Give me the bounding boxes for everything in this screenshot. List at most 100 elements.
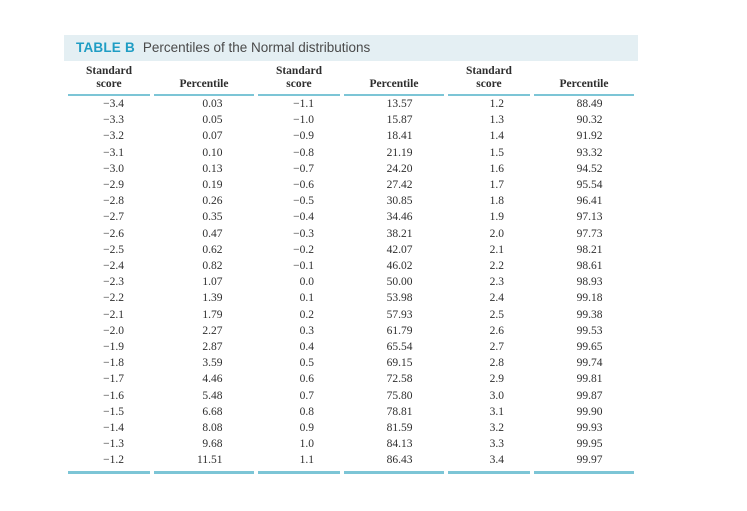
cell-standard-score: 1.2	[489, 98, 504, 110]
column-header-standard-score: Standard score	[68, 65, 150, 96]
cell-percentile: 99.18	[576, 292, 603, 305]
cell-standard-score: 0.3	[299, 324, 314, 337]
table-title-text: Percentiles of the Normal distributions	[142, 40, 371, 55]
cell-percentile: 50.00	[386, 276, 413, 289]
table-row: −1.2 11.51 1.1 86.43 3.4 99.97	[68, 452, 634, 474]
cell-percentile: 78.81	[386, 405, 413, 418]
cell-standard-score: 2.5	[489, 308, 504, 321]
cell-percentile: 99.95	[576, 438, 603, 451]
percentile-table: Standard score Percentile Standard score…	[64, 65, 638, 474]
cell-percentile: 97.13	[576, 211, 603, 224]
cell-percentile: 88.49	[576, 98, 603, 110]
cell-standard-score: 2.4	[489, 292, 504, 305]
cell-percentile: 0.03	[202, 98, 223, 110]
cell-standard-score: 1.0	[299, 438, 314, 451]
column-header-standard-score: Standard score	[447, 65, 530, 96]
cell-standard-score: 2.1	[489, 243, 504, 256]
table-title-tag: TABLE B	[76, 40, 135, 55]
cell-standard-score: −1.1	[293, 98, 314, 110]
cell-standard-score: −3.3	[103, 114, 124, 127]
cell-standard-score: −2.6	[103, 227, 124, 240]
cell-percentile: 99.74	[576, 357, 603, 370]
cell-standard-score: −1.7	[103, 373, 124, 386]
table-row: −1.8 3.59 0.5 69.15 2.8 99.74	[68, 355, 634, 371]
cell-standard-score: 1.9	[489, 211, 504, 224]
cell-percentile: 2.87	[202, 341, 223, 354]
cell-standard-score: −1.0	[293, 114, 314, 127]
cell-percentile: 0.10	[202, 146, 223, 159]
cell-percentile: 1.79	[202, 308, 223, 321]
cell-standard-score: 3.3	[489, 438, 504, 451]
cell-percentile: 0.07	[202, 130, 223, 143]
table-title-bar: TABLE B Percentiles of the Normal distrib…	[64, 35, 638, 61]
cell-percentile: 99.97	[533, 452, 634, 474]
cell-standard-score: 1.8	[489, 195, 504, 208]
cell-standard-score: 3.0	[489, 389, 504, 402]
table-row: −3.3 0.05 −1.0 15.87 1.3 90.32	[68, 112, 634, 128]
cell-percentile: 21.19	[386, 146, 413, 159]
cell-standard-score: −1.9	[103, 341, 124, 354]
cell-percentile: 3.59	[202, 357, 223, 370]
cell-percentile: 15.87	[386, 114, 413, 127]
cell-standard-score: −0.8	[293, 146, 314, 159]
table-row: −2.6 0.47 −0.3 38.21 2.0 97.73	[68, 226, 634, 242]
cell-standard-score: −0.4	[293, 211, 314, 224]
cell-percentile: 0.13	[202, 162, 223, 175]
cell-standard-score: −3.2	[103, 130, 124, 143]
table-row: −1.5 6.68 0.8 78.81 3.1 99.90	[68, 404, 634, 420]
cell-percentile: 90.32	[576, 114, 603, 127]
table-row: −1.7 4.46 0.6 72.58 2.9 99.81	[68, 371, 634, 387]
table-row: −1.4 8.08 0.9 81.59 3.2 99.93	[68, 420, 634, 436]
table-row: −1.6 5.48 0.7 75.80 3.0 99.87	[68, 388, 634, 404]
cell-standard-score: 2.2	[489, 260, 504, 273]
cell-standard-score: 0.9	[299, 422, 314, 435]
cell-standard-score: 0.0	[299, 276, 314, 289]
cell-standard-score: −1.6	[103, 389, 124, 402]
cell-percentile: 97.73	[576, 227, 603, 240]
cell-standard-score: 2.8	[489, 357, 504, 370]
cell-percentile: 0.47	[202, 227, 223, 240]
table-row: −3.4 0.03 −1.1 13.57 1.2 88.49	[68, 96, 634, 112]
cell-percentile: 69.15	[386, 357, 413, 370]
cell-percentile: 53.98	[386, 292, 413, 305]
cell-standard-score: 2.9	[489, 373, 504, 386]
cell-standard-score: 0.4	[299, 341, 314, 354]
cell-standard-score: −0.5	[293, 195, 314, 208]
cell-standard-score: −0.6	[293, 179, 314, 192]
table-row: −2.7 0.35 −0.4 34.46 1.9 97.13	[68, 209, 634, 225]
cell-standard-score: −2.5	[103, 243, 124, 256]
table-row: −2.9 0.19 −0.6 27.42 1.7 95.54	[68, 177, 634, 193]
cell-standard-score: −2.2	[103, 292, 124, 305]
cell-standard-score: 1.7	[489, 179, 504, 192]
cell-percentile: 11.51	[153, 452, 254, 474]
cell-percentile: 6.68	[202, 405, 223, 418]
cell-percentile: 8.08	[202, 422, 223, 435]
cell-standard-score: −0.9	[293, 130, 314, 143]
cell-percentile: 61.79	[386, 324, 413, 337]
cell-percentile: 38.21	[386, 227, 413, 240]
cell-percentile: 93.32	[576, 146, 603, 159]
cell-standard-score: 3.1	[489, 405, 504, 418]
cell-percentile: 84.13	[386, 438, 413, 451]
table-b-container: TABLE B Percentiles of the Normal distrib…	[64, 35, 638, 474]
cell-percentile: 5.48	[202, 389, 223, 402]
table-row: −2.8 0.26 −0.5 30.85 1.8 96.41	[68, 193, 634, 209]
cell-standard-score: 1.1	[257, 452, 340, 474]
cell-standard-score: −2.7	[103, 211, 124, 224]
cell-percentile: 99.81	[576, 373, 603, 386]
cell-standard-score: −3.4	[103, 98, 124, 110]
cell-percentile: 94.52	[576, 162, 603, 175]
column-header-standard-score: Standard score	[257, 65, 340, 96]
cell-percentile: 0.35	[202, 211, 223, 224]
cell-standard-score: −2.4	[103, 260, 124, 273]
cell-percentile: 99.53	[576, 324, 603, 337]
cell-percentile: 72.58	[386, 373, 413, 386]
table-row: −3.2 0.07 −0.9 18.41 1.4 91.92	[68, 128, 634, 144]
cell-standard-score: 3.4	[447, 452, 530, 474]
cell-percentile: 30.85	[386, 195, 413, 208]
cell-standard-score: 1.6	[489, 162, 504, 175]
cell-standard-score: 1.3	[489, 114, 504, 127]
cell-percentile: 98.21	[576, 243, 603, 256]
cell-percentile: 42.07	[386, 243, 413, 256]
cell-standard-score: −0.3	[293, 227, 314, 240]
